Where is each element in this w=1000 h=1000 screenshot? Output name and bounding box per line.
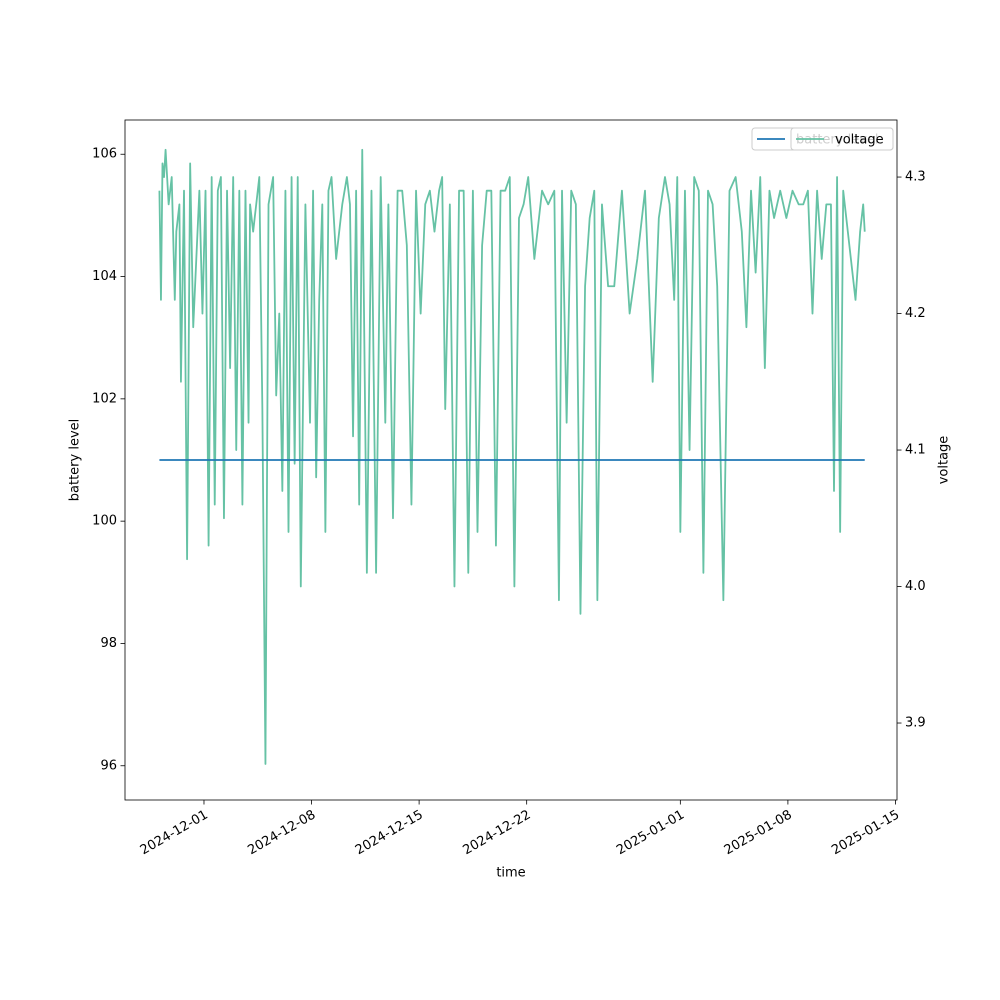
y-tick-label: 100 xyxy=(92,514,117,529)
legend-label: voltage xyxy=(835,133,884,148)
y2-tick-label: 4.0 xyxy=(905,579,926,594)
y2-axis-label: voltage xyxy=(937,436,952,485)
y2-tick-label: 4.3 xyxy=(905,170,926,185)
y2-tick-label: 4.2 xyxy=(905,306,926,321)
plot-frame xyxy=(124,119,898,801)
y2-tick-label: 3.9 xyxy=(905,716,926,731)
y-tick-label: 106 xyxy=(92,147,117,162)
y-tick-label: 98 xyxy=(100,636,117,651)
series-line xyxy=(158,148,866,765)
legend-box xyxy=(790,127,894,151)
y-axis-label: battery level xyxy=(68,419,83,502)
y2-tick-label: 4.1 xyxy=(905,443,926,458)
legend: voltage xyxy=(790,127,894,151)
y-tick-label: 102 xyxy=(92,391,117,406)
y-tick-label: 96 xyxy=(100,758,117,773)
y-tick-label: 104 xyxy=(92,269,117,284)
x-axis-label: time xyxy=(496,866,525,881)
